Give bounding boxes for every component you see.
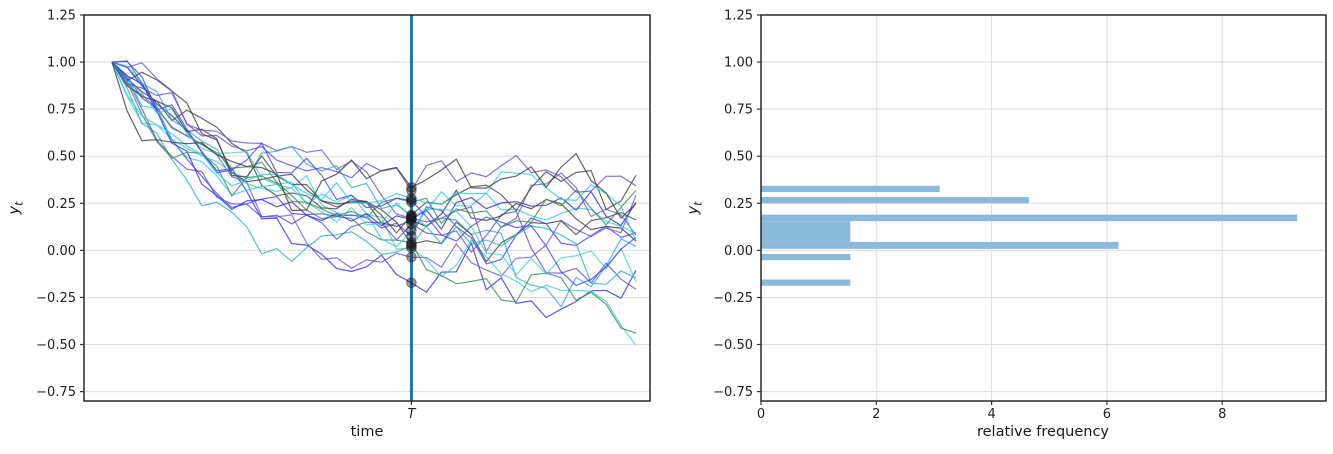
y-tick-label: 1.25 (724, 9, 753, 24)
left-xlabel: time (350, 424, 384, 440)
y-tick-label: 0.00 (47, 244, 76, 259)
sample-at-T-marker (406, 277, 417, 289)
sample-at-T-marker (406, 210, 417, 222)
trajectory-line (111, 60, 637, 287)
right-xlabel: relative frequency (976, 424, 1110, 440)
histogram-bar (761, 185, 940, 192)
histogram-bar (761, 214, 1298, 222)
left-ylabel-sub: t (12, 201, 26, 206)
trajectory-line (111, 61, 637, 319)
x-tick-label: 8 (1218, 407, 1226, 422)
sample-at-T-marker (406, 237, 417, 248)
histogram-bar (761, 279, 851, 286)
trajectory-line (111, 61, 637, 263)
y-tick-label: −0.50 (36, 338, 76, 353)
sample-at-T-marker (406, 209, 417, 221)
sample-at-T-marker (406, 251, 417, 263)
x-tick-label: 4 (987, 407, 995, 422)
trajectory-line (111, 61, 637, 248)
sample-at-T-marker (406, 182, 417, 193)
sample-at-T-marker (406, 240, 417, 252)
y-tick-label: 1.00 (47, 56, 76, 71)
sample-at-T-marker (406, 211, 417, 223)
right-ylabel: yt (686, 202, 705, 215)
y-tick-label: 0.25 (724, 197, 753, 212)
trajectory-lines (111, 60, 637, 346)
trajectory-line (111, 61, 637, 282)
histogram-bar (761, 197, 1030, 204)
x-tick-label: 0 (757, 407, 765, 422)
x-tick-label-T: T (407, 407, 416, 422)
left-ylabel-base: y (6, 205, 23, 215)
y-tick-label: 1.00 (724, 56, 753, 71)
sample-at-T-marker (406, 212, 417, 224)
trajectory-line (111, 61, 637, 285)
y-tick-label: 1.25 (47, 9, 76, 24)
histogram-bar (761, 253, 851, 261)
sample-at-T-marker (406, 215, 417, 226)
trajectory-line (111, 61, 637, 241)
histogram-plot: 1.25 1.00 0.75 0.50 0.25 0.00 −0.25 −0.50 −0.75 0… (713, 9, 1327, 422)
y-tick-label: −0.75 (36, 385, 76, 400)
sample-at-T-marker (406, 185, 417, 196)
trajectory-line (111, 61, 637, 346)
x-tick-label: 2 (872, 407, 880, 422)
axes-spines (760, 14, 1327, 402)
x-tick-label: 6 (1103, 407, 1111, 422)
trajectory-line (111, 61, 637, 220)
y-tick-label: −0.25 (713, 291, 753, 306)
sample-at-T-marker (406, 218, 417, 230)
y-tick-label: 0.75 (47, 103, 76, 118)
left-ylabel: yt (7, 202, 26, 215)
sample-at-T-marker (406, 193, 417, 204)
histogram-bar (761, 221, 851, 242)
right-ylabel-base: y (685, 205, 702, 215)
trajectories-plot: 1.25 1.00 0.75 0.50 0.25 0.00 −0.25 −0.50 −0.75 T (36, 9, 651, 422)
right-ylabel-sub: t (691, 201, 705, 206)
y-tick-label: 0.50 (47, 150, 76, 165)
trajectory-line (111, 61, 637, 290)
trajectory-line (111, 61, 637, 234)
sample-at-T-marker (406, 194, 417, 206)
sample-at-T-marker (406, 238, 417, 250)
y-tick-label: 0.75 (724, 103, 753, 118)
y-tick-label: −0.75 (713, 385, 753, 400)
trajectory-line (111, 61, 637, 193)
trajectory-line (111, 61, 637, 277)
y-tick-label: 0.50 (724, 150, 753, 165)
y-tick-label: −0.25 (36, 291, 76, 306)
sample-at-T-marker (406, 242, 417, 254)
sample-at-T-marker (406, 213, 417, 225)
sample-at-T-marker (406, 230, 417, 242)
sample-at-T-marker (406, 225, 417, 236)
trajectory-line (111, 61, 637, 242)
y-tick-label: −0.50 (713, 338, 753, 353)
trajectory-line (111, 61, 637, 231)
trajectory-line (111, 61, 637, 308)
axes-spines (83, 14, 651, 402)
sample-at-T-marker (406, 196, 417, 208)
histogram-bar (761, 241, 1119, 249)
y-tick-label: 0.00 (724, 244, 753, 259)
y-tick-label: 0.25 (47, 197, 76, 212)
